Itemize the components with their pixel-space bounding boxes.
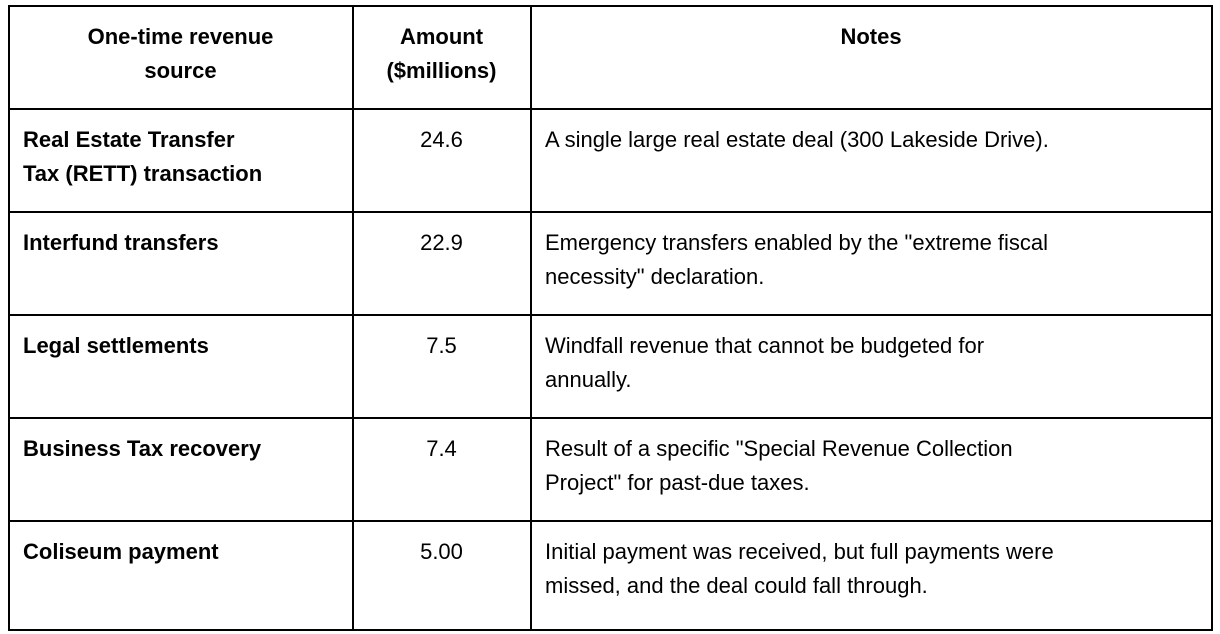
one-time-revenue-table: One-time revenue source Amount ($million…	[8, 5, 1213, 631]
column-header-source: One-time revenue source	[8, 5, 354, 110]
row-notes: A single large real estate deal (300 Lak…	[530, 108, 1213, 213]
column-header-notes: Notes	[530, 5, 1213, 110]
row-amount: 7.5	[352, 314, 532, 419]
row-amount: 7.4	[352, 417, 532, 522]
row-source: Real Estate Transfer Tax (RETT) transact…	[8, 108, 354, 213]
row-amount: 22.9	[352, 211, 532, 316]
row-notes: Result of a specific "Special Revenue Co…	[530, 417, 1213, 522]
row-source: Business Tax recovery	[8, 417, 354, 522]
table-row: Interfund transfers 22.9 Emergency trans…	[8, 211, 1213, 316]
row-notes: Initial payment was received, but full p…	[530, 520, 1213, 631]
row-notes: Emergency transfers enabled by the "extr…	[530, 211, 1213, 316]
row-source: Interfund transfers	[8, 211, 354, 316]
table-row: Business Tax recovery 7.4 Result of a sp…	[8, 417, 1213, 522]
row-amount: 5.00	[352, 520, 532, 631]
row-amount: 24.6	[352, 108, 532, 213]
row-source: Coliseum payment	[8, 520, 354, 631]
table-row: Legal settlements 7.5 Windfall revenue t…	[8, 314, 1213, 419]
row-notes: Windfall revenue that cannot be budgeted…	[530, 314, 1213, 419]
row-source: Legal settlements	[8, 314, 354, 419]
table-header-row: One-time revenue source Amount ($million…	[8, 5, 1213, 110]
column-header-amount: Amount ($millions)	[352, 5, 532, 110]
table-row: Coliseum payment 5.00 Initial payment wa…	[8, 520, 1213, 631]
table-row: Real Estate Transfer Tax (RETT) transact…	[8, 108, 1213, 213]
